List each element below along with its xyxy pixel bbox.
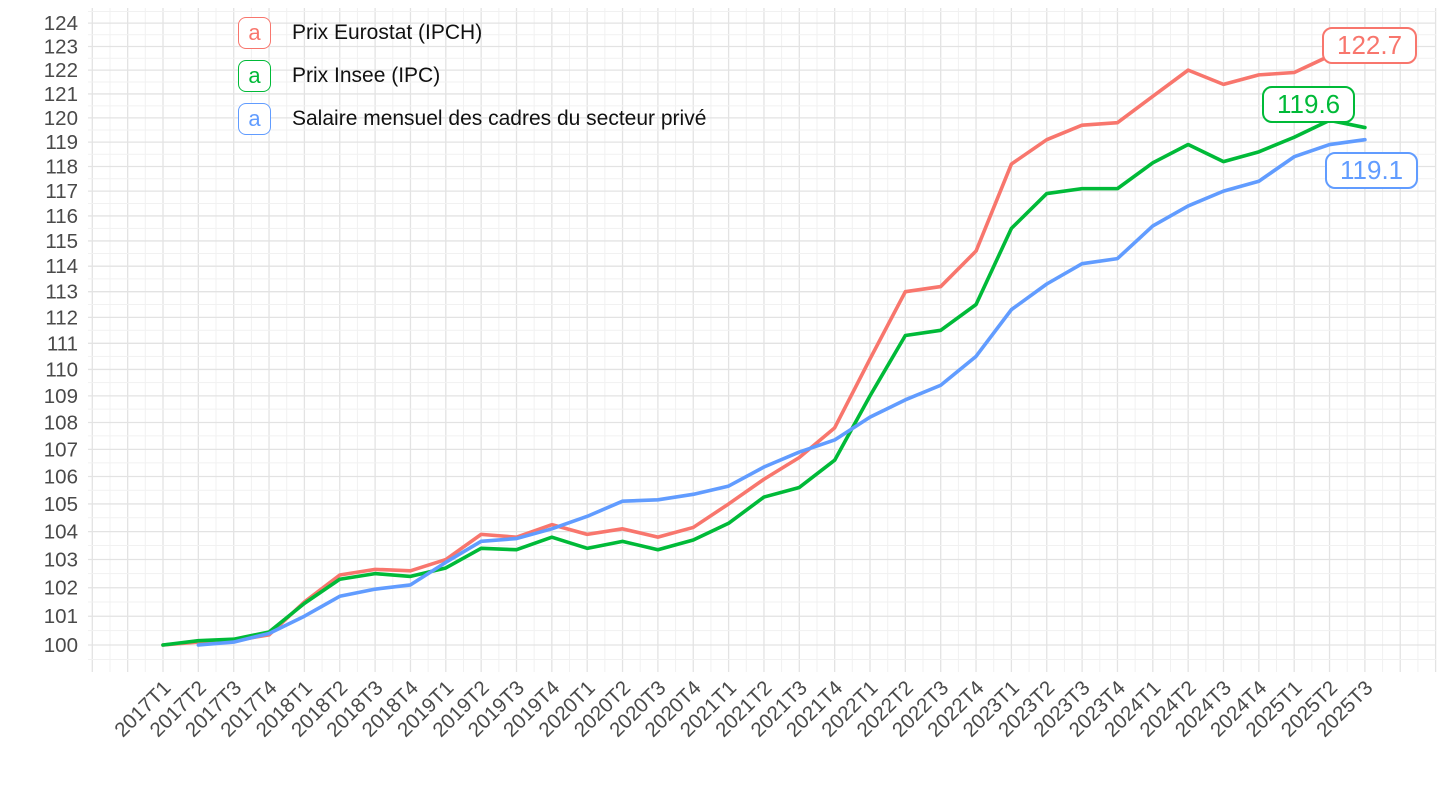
- y-axis-tick-label: 105: [44, 493, 78, 516]
- legend-key-eurostat: a: [238, 16, 271, 49]
- legend-label-salaire: Salaire mensuel des cadres du secteur pr…: [292, 106, 707, 130]
- y-axis-tick-label: 119: [45, 131, 78, 154]
- x-axis: 2017T12017T22017T32017T42018T12018T22018…: [110, 676, 1377, 741]
- series-line-salaire: [196, 137, 1367, 647]
- y-axis: 1001011021031041051061071081091101111121…: [44, 12, 78, 657]
- legend-key-salaire: a: [238, 102, 271, 135]
- y-axis-tick-label: 122: [44, 59, 78, 82]
- y-axis-tick-label: 104: [44, 521, 78, 544]
- legend-label-eurostat: Prix Eurostat (IPCH): [292, 20, 483, 44]
- y-axis-tick-label: 112: [45, 306, 78, 329]
- y-axis-tick-label: 114: [45, 255, 78, 278]
- legend: a Prix Eurostat (IPCH) a Prix Insee (IPC…: [238, 16, 706, 145]
- end-value-label-eurostat: 122.7: [1322, 27, 1418, 64]
- series-line-insee: [161, 118, 1367, 647]
- series-line-eurostat: [161, 51, 1367, 647]
- y-axis-tick-label: 102: [44, 577, 78, 600]
- y-axis-tick-label: 116: [45, 205, 78, 228]
- end-value-label-salaire: 119.1: [1325, 152, 1419, 189]
- legend-item-eurostat: a Prix Eurostat (IPCH): [238, 16, 706, 49]
- legend-label-insee: Prix Insee (IPC): [292, 63, 441, 87]
- y-axis-tick-label: 115: [45, 230, 78, 253]
- y-axis-tick-label: 124: [44, 12, 78, 35]
- y-axis-tick-label: 106: [44, 466, 78, 489]
- y-axis-tick-label: 100: [44, 634, 78, 657]
- y-axis-tick-label: 103: [44, 549, 78, 572]
- y-axis-tick-label: 123: [44, 36, 78, 59]
- y-axis-tick-label: 117: [45, 180, 78, 203]
- y-axis-tick-label: 107: [44, 438, 78, 461]
- y-axis-tick-label: 113: [45, 281, 78, 304]
- y-axis-tick-label: 120: [44, 107, 78, 130]
- y-axis-tick-label: 101: [44, 605, 78, 628]
- y-axis-tick-label: 118: [45, 155, 78, 178]
- series-lines: [161, 51, 1367, 647]
- legend-item-insee: a Prix Insee (IPC): [238, 59, 706, 92]
- legend-key-insee: a: [238, 59, 271, 92]
- end-value-label-insee: 119.6: [1262, 86, 1356, 123]
- y-axis-tick-label: 111: [47, 332, 78, 355]
- y-axis-tick-label: 121: [44, 83, 78, 106]
- y-axis-tick-label: 108: [44, 411, 78, 434]
- grid: [88, 8, 1437, 672]
- legend-item-salaire: a Salaire mensuel des cadres du secteur …: [238, 102, 706, 135]
- y-axis-tick-label: 110: [45, 358, 78, 381]
- y-axis-tick-label: 109: [44, 385, 78, 408]
